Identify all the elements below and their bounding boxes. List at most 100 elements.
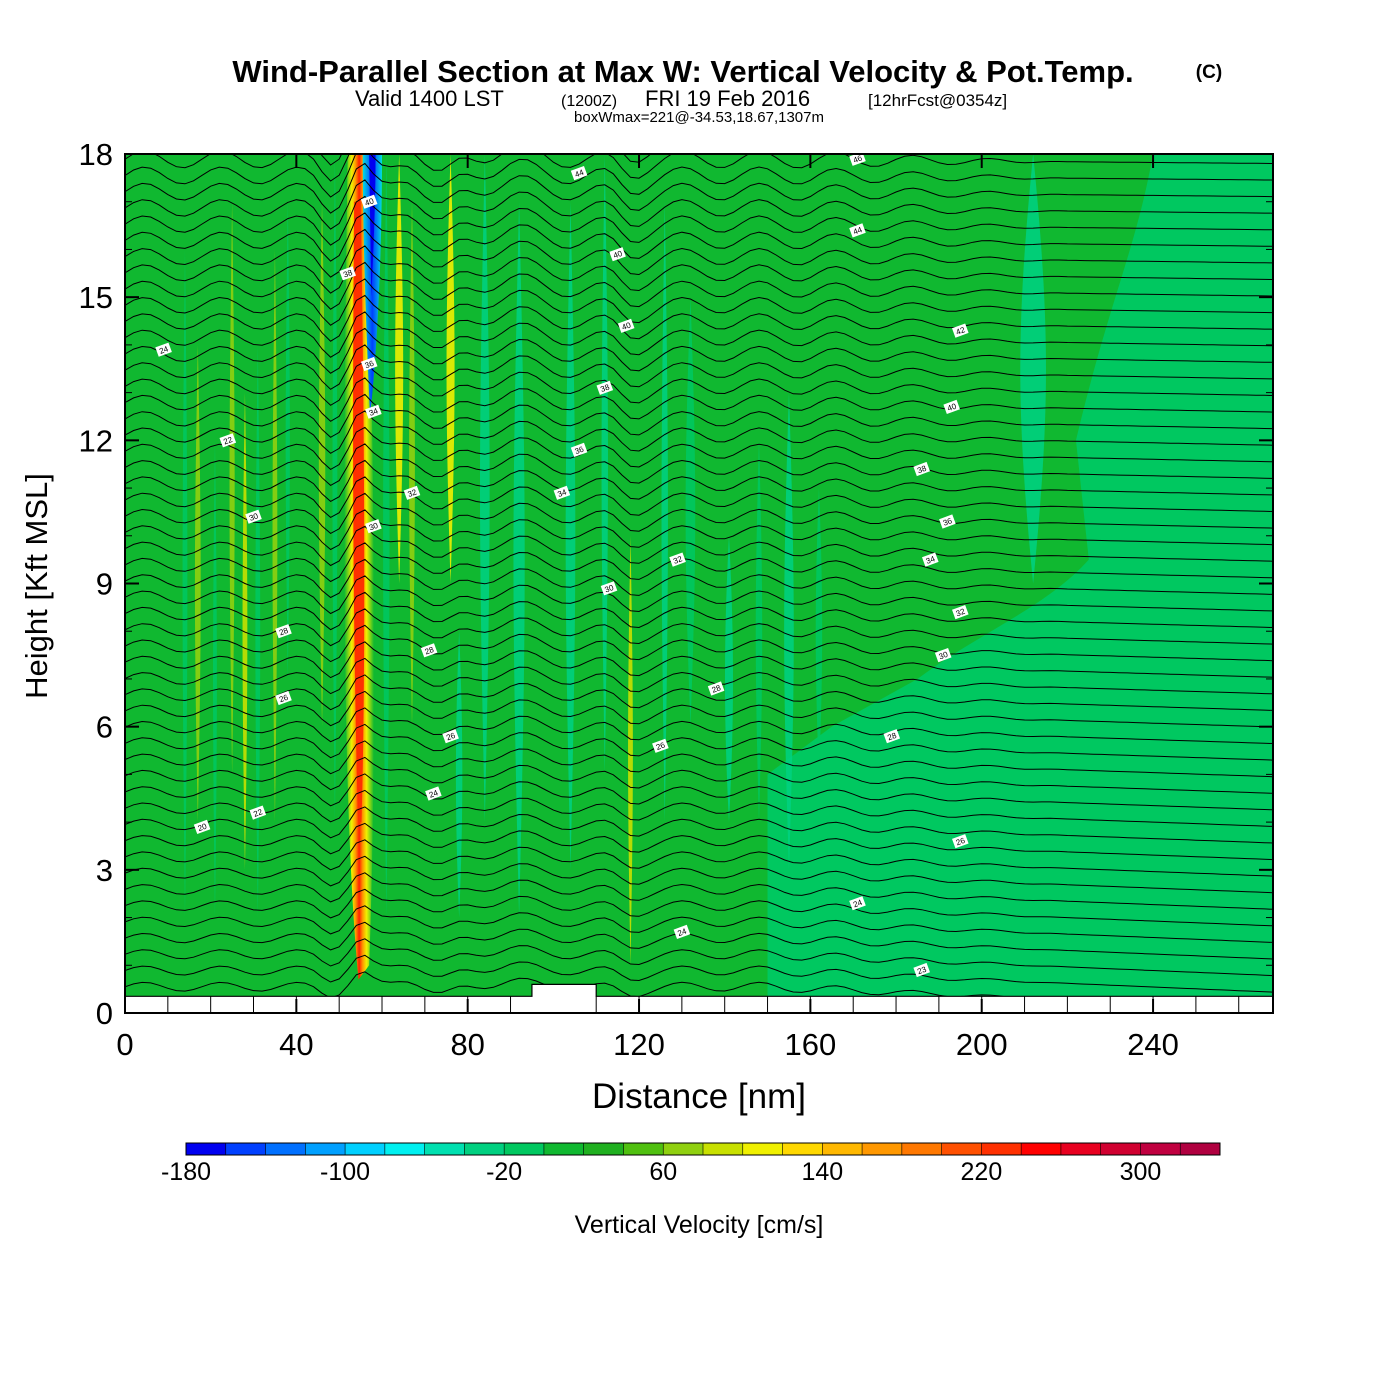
field-region-surface xyxy=(125,726,532,999)
colorbar-swatch xyxy=(782,1143,823,1155)
theta-label-text: 42 xyxy=(955,325,967,337)
theta-contour-line xyxy=(125,575,1273,615)
theta-contour-line xyxy=(125,327,1273,374)
theta-label-box xyxy=(570,166,588,181)
theta-contour-line xyxy=(125,261,1273,310)
theta-label: 38 xyxy=(596,380,614,395)
theta-label-box xyxy=(849,896,866,911)
theta-contour-line xyxy=(125,872,1273,910)
theta-label-text: 24 xyxy=(428,788,440,800)
theta-label: 36 xyxy=(360,356,378,372)
theta-contours xyxy=(125,154,1273,1000)
theta-label: 34 xyxy=(922,552,939,567)
colorbar-swatch xyxy=(464,1143,505,1155)
theta-label-box xyxy=(155,342,172,357)
valid-zulu: (1200Z) xyxy=(561,93,617,110)
y-tick-label: 3 xyxy=(96,853,113,888)
colorbar-swatch xyxy=(1180,1143,1221,1155)
theta-label-text: 36 xyxy=(942,516,954,528)
theta-label: 22 xyxy=(249,805,267,820)
colorbar-swatch xyxy=(305,1143,346,1155)
x-tick-label: 160 xyxy=(785,1027,837,1062)
theta-label: 28 xyxy=(707,681,725,696)
colorbar-swatch xyxy=(1140,1143,1181,1155)
velocity-streak xyxy=(480,154,490,823)
theta-label-box xyxy=(652,738,669,753)
colorbar-swatch xyxy=(186,1143,227,1155)
theta-label-text: 28 xyxy=(278,626,290,638)
velocity-streak xyxy=(784,392,794,870)
valid-date: FRI 19 Feb 2016 xyxy=(645,86,810,111)
theta-label-text: 32 xyxy=(406,487,418,499)
x-axis-label: Distance [nm] xyxy=(592,1077,806,1116)
velocity-streak xyxy=(455,631,463,918)
theta-contour-line xyxy=(125,806,1273,844)
title-block: Wind-Parallel Section at Max W: Vertical… xyxy=(232,54,1222,126)
colorbar-swatch xyxy=(862,1143,903,1155)
theta-label: 23 xyxy=(913,962,930,978)
theta-contour-line xyxy=(125,954,1273,993)
theta-label-box xyxy=(673,924,691,939)
theta-label: 38 xyxy=(913,461,930,477)
theta-label-box xyxy=(425,786,442,801)
theta-contour-line xyxy=(125,591,1273,631)
theta-label: 24 xyxy=(849,896,866,911)
theta-label-text: 40 xyxy=(621,320,633,332)
theta-label-box xyxy=(360,194,378,209)
theta-label-text: 26 xyxy=(278,693,290,705)
theta-contour-line xyxy=(125,938,1273,977)
colorbar-swatch xyxy=(265,1143,306,1155)
theta-label: 36 xyxy=(570,442,588,457)
theta-contour-line xyxy=(125,756,1273,794)
theta-contour-line xyxy=(125,278,1273,326)
theta-label-box xyxy=(553,485,571,500)
theta-contour-line xyxy=(125,195,1273,246)
theta-contour-line xyxy=(125,245,1273,294)
x-tick-label: 0 xyxy=(116,1027,133,1062)
colorbar-swatch xyxy=(384,1143,426,1155)
theta-label-text: 44 xyxy=(852,225,864,237)
theta-contour-line xyxy=(125,624,1273,663)
theta-label-text: 46 xyxy=(852,153,864,165)
theta-label: 26 xyxy=(275,690,292,706)
theta-label-box xyxy=(922,552,939,567)
velocity-streak xyxy=(815,488,823,775)
theta-label: 40 xyxy=(360,194,378,209)
colorbar-swatch xyxy=(822,1143,863,1155)
theta-label-text: 34 xyxy=(556,487,568,499)
colorbar-tick-label: -100 xyxy=(320,1158,370,1186)
x-tick-label: 200 xyxy=(956,1027,1008,1062)
theta-contour-line xyxy=(125,426,1273,471)
theta-label-box xyxy=(952,323,969,338)
theta-contour-line xyxy=(125,905,1273,943)
velocity-streak xyxy=(565,201,576,870)
theta-label-text: 40 xyxy=(946,401,958,413)
theta-label: 30 xyxy=(365,519,382,534)
theta-label-box xyxy=(403,485,421,500)
theta-contour-line xyxy=(125,740,1273,778)
theta-contour-line xyxy=(125,723,1273,761)
velocity-streak xyxy=(513,201,525,918)
theta-contour-line xyxy=(125,492,1273,535)
theta-label-box xyxy=(420,643,438,658)
y-tick-label: 9 xyxy=(96,567,113,602)
colorbar-swatch xyxy=(583,1143,624,1155)
theta-label-text: 20 xyxy=(197,821,209,833)
theta-label: 26 xyxy=(952,834,969,849)
theta-label: 28 xyxy=(420,643,438,658)
x-tick-label: 80 xyxy=(450,1027,484,1062)
theta-label-text: 30 xyxy=(938,650,950,662)
theta-label-text: 30 xyxy=(603,583,615,595)
velocity-streak xyxy=(182,249,188,918)
theta-label-box xyxy=(339,266,356,281)
colorbar-swatch xyxy=(543,1143,585,1155)
theta-label-text: 44 xyxy=(574,168,586,180)
theta-label-box xyxy=(913,461,930,477)
chart-title: Wind-Parallel Section at Max W: Vertical… xyxy=(232,54,1133,89)
theta-label-box xyxy=(609,247,626,262)
colorbar-swatch xyxy=(225,1143,267,1155)
theta-label: 34 xyxy=(553,485,571,500)
velocity-streak xyxy=(685,297,696,727)
